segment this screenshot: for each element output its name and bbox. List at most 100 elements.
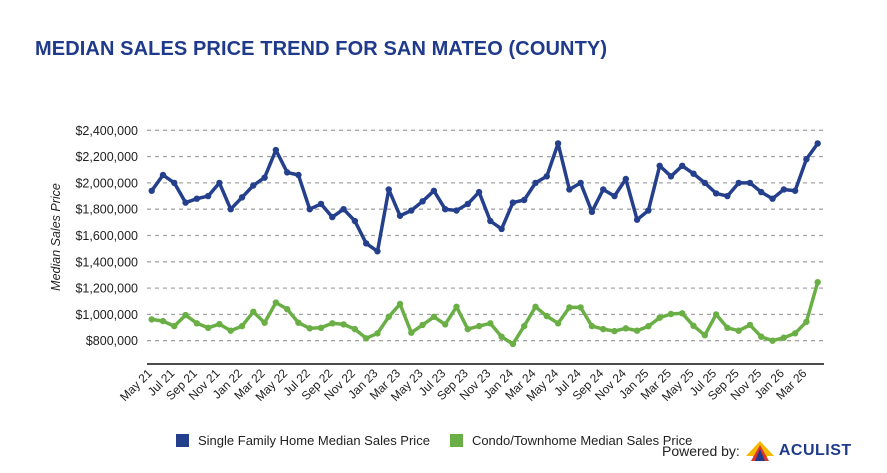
data-point-condo bbox=[250, 308, 257, 315]
data-point-single-family bbox=[645, 207, 652, 214]
data-point-single-family bbox=[430, 187, 438, 194]
data-point-single-family bbox=[171, 179, 178, 187]
y-tick-label: $1,800,000 bbox=[75, 203, 138, 217]
data-point-single-family bbox=[396, 212, 404, 219]
data-point-single-family bbox=[667, 173, 675, 180]
legend-swatch-single-family bbox=[176, 434, 189, 447]
data-point-single-family bbox=[182, 199, 189, 206]
data-point-single-family bbox=[577, 179, 584, 187]
data-point-single-family bbox=[385, 186, 392, 193]
data-point-condo bbox=[283, 305, 291, 313]
data-point-single-family bbox=[588, 208, 596, 216]
data-point-condo bbox=[724, 324, 731, 332]
data-point-single-family bbox=[498, 225, 505, 233]
data-point-single-family bbox=[690, 170, 697, 177]
legend-label-single-family: Single Family Home Median Sales Price bbox=[198, 433, 430, 448]
data-point-single-family bbox=[441, 206, 449, 213]
legend-item-single-family[interactable]: Single Family Home Median Sales Price bbox=[176, 433, 430, 448]
chart-title: MEDIAN SALES PRICE TREND FOR SAN MATEO (… bbox=[35, 38, 608, 60]
data-point-condo bbox=[566, 304, 573, 311]
data-point-condo bbox=[374, 330, 381, 337]
data-point-single-family bbox=[521, 196, 528, 204]
data-point-condo bbox=[317, 324, 325, 332]
data-point-single-family bbox=[250, 182, 257, 189]
data-point-condo bbox=[171, 322, 178, 330]
data-point-condo bbox=[645, 323, 652, 330]
data-point-condo bbox=[340, 321, 347, 328]
data-point-condo bbox=[814, 278, 821, 286]
data-point-condo bbox=[238, 322, 246, 330]
data-point-single-family bbox=[374, 248, 381, 255]
legend: Single Family Home Median Sales Price Co… bbox=[176, 433, 712, 448]
data-point-condo bbox=[780, 334, 788, 341]
data-point-condo bbox=[464, 325, 471, 333]
data-point-condo bbox=[769, 337, 776, 344]
data-point-condo bbox=[701, 331, 709, 339]
data-point-single-family bbox=[148, 187, 155, 194]
data-point-condo bbox=[227, 327, 234, 334]
data-point-single-family bbox=[408, 207, 415, 214]
data-point-condo bbox=[622, 325, 630, 332]
data-point-condo bbox=[746, 321, 754, 329]
data-point-condo bbox=[498, 333, 505, 340]
data-point-single-family bbox=[475, 188, 483, 196]
data-point-single-family bbox=[554, 140, 562, 147]
data-point-condo bbox=[735, 327, 742, 334]
data-point-single-family bbox=[351, 217, 359, 225]
data-point-condo bbox=[803, 318, 810, 325]
data-point-condo bbox=[475, 322, 483, 330]
data-point-single-family bbox=[193, 195, 201, 202]
data-point-condo bbox=[611, 327, 618, 335]
brand-name: ACULIST bbox=[778, 442, 852, 459]
data-point-condo bbox=[532, 303, 539, 310]
data-point-single-family bbox=[701, 179, 709, 187]
data-point-single-family bbox=[656, 162, 663, 170]
data-point-single-family bbox=[532, 179, 539, 187]
data-point-condo bbox=[193, 320, 201, 327]
data-point-single-family bbox=[509, 199, 517, 206]
data-point-condo bbox=[453, 303, 460, 310]
y-tick-label: $1,000,000 bbox=[75, 308, 138, 322]
data-point-condo bbox=[148, 316, 155, 323]
powered-by: Powered by: ACULIST bbox=[662, 440, 852, 462]
data-point-single-family bbox=[543, 173, 550, 180]
y-tick-label: $800,000 bbox=[86, 334, 138, 348]
data-point-single-family bbox=[362, 240, 370, 247]
data-point-condo bbox=[588, 322, 596, 330]
data-point-condo bbox=[758, 333, 765, 340]
data-point-single-family bbox=[340, 206, 347, 213]
data-point-single-family bbox=[566, 186, 573, 193]
data-point-single-family bbox=[227, 206, 234, 213]
data-point-condo bbox=[329, 320, 336, 327]
data-point-condo bbox=[385, 313, 392, 320]
data-point-condo bbox=[487, 320, 494, 327]
data-point-condo bbox=[656, 314, 663, 321]
data-point-condo bbox=[159, 317, 167, 325]
data-point-single-family bbox=[769, 195, 776, 202]
data-point-condo bbox=[362, 335, 370, 342]
data-point-condo bbox=[554, 320, 562, 327]
y-axis-title: Median Sales Price bbox=[49, 183, 63, 291]
y-tick-label: $1,400,000 bbox=[75, 255, 138, 269]
data-point-single-family bbox=[487, 217, 494, 225]
y-tick-label: $2,200,000 bbox=[75, 150, 138, 164]
data-point-single-family bbox=[814, 140, 821, 147]
data-point-condo bbox=[712, 311, 720, 318]
data-point-condo bbox=[216, 320, 223, 328]
data-point-condo bbox=[690, 322, 697, 330]
data-point-condo bbox=[577, 304, 584, 311]
data-point-single-family bbox=[791, 187, 799, 194]
data-point-condo bbox=[521, 322, 528, 330]
data-point-single-family bbox=[622, 175, 630, 183]
data-point-single-family bbox=[306, 206, 313, 213]
data-point-single-family bbox=[712, 190, 720, 197]
data-point-single-family bbox=[600, 186, 607, 193]
data-point-condo bbox=[667, 310, 675, 318]
y-tick-label: $1,600,000 bbox=[75, 229, 138, 243]
data-point-single-family bbox=[317, 200, 325, 208]
house-triangle-logo-icon bbox=[745, 441, 774, 461]
legend-label-condo: Condo/Townhome Median Sales Price bbox=[471, 433, 693, 448]
legend-item-condo[interactable]: Condo/Townhome Median Sales Price bbox=[449, 433, 693, 448]
data-point-single-family bbox=[283, 169, 291, 176]
